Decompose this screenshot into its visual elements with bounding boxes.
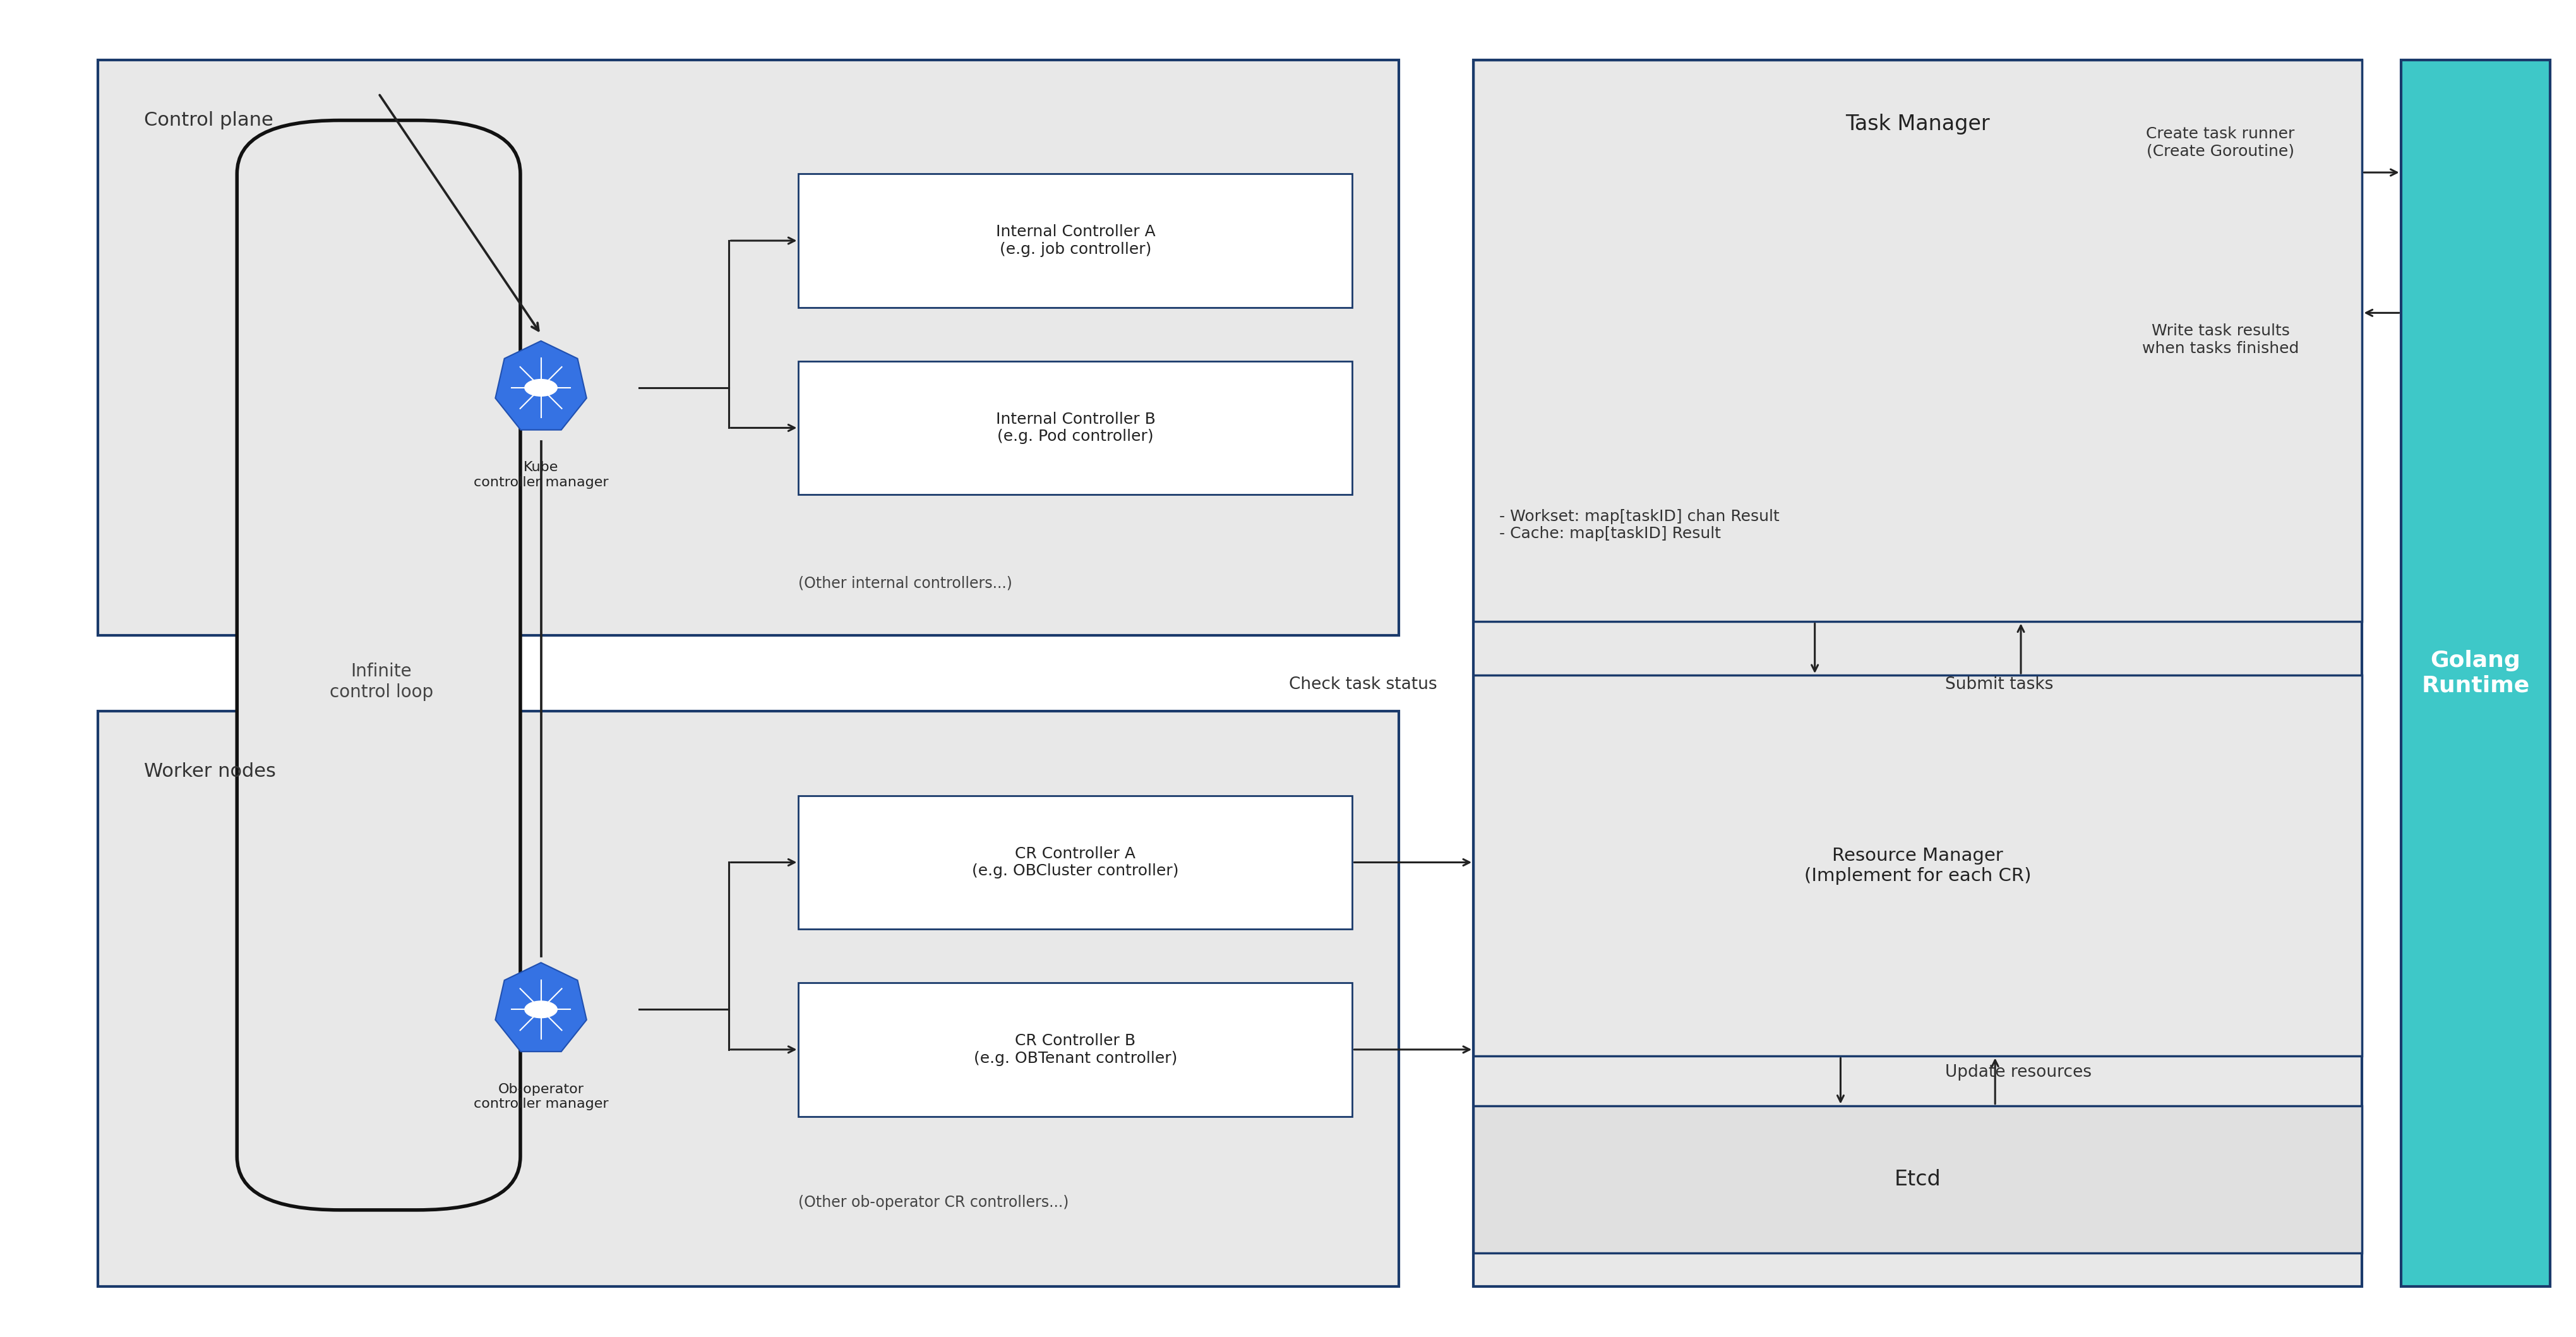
Text: Internal Controller A
(e.g. job controller): Internal Controller A (e.g. job controll…	[997, 225, 1154, 257]
Text: Write task results
when tasks finished: Write task results when tasks finished	[2143, 324, 2298, 356]
Text: Etcd: Etcd	[1893, 1169, 1942, 1190]
Text: Submit tasks: Submit tasks	[1945, 677, 2053, 693]
Text: Kube
controller manager: Kube controller manager	[474, 461, 608, 488]
Text: Ob-operator
controller manager: Ob-operator controller manager	[474, 1083, 608, 1110]
FancyBboxPatch shape	[1473, 60, 2362, 1286]
Circle shape	[526, 380, 556, 396]
FancyBboxPatch shape	[1473, 675, 2362, 1056]
FancyBboxPatch shape	[2401, 60, 2550, 1286]
Text: Update resources: Update resources	[1945, 1064, 2092, 1080]
Text: CR Controller B
(e.g. OBTenant controller): CR Controller B (e.g. OBTenant controlle…	[974, 1034, 1177, 1066]
FancyBboxPatch shape	[98, 711, 1399, 1286]
FancyBboxPatch shape	[799, 361, 1352, 495]
Text: Internal Controller B
(e.g. Pod controller): Internal Controller B (e.g. Pod controll…	[997, 412, 1154, 444]
FancyBboxPatch shape	[98, 60, 1399, 635]
FancyBboxPatch shape	[1473, 60, 2362, 622]
Polygon shape	[495, 963, 587, 1052]
Text: CR Controller A
(e.g. OBCluster controller): CR Controller A (e.g. OBCluster controll…	[971, 846, 1180, 878]
Text: Resource Manager
(Implement for each CR): Resource Manager (Implement for each CR)	[1803, 846, 2032, 885]
Text: Task Manager: Task Manager	[1844, 114, 1991, 135]
Polygon shape	[495, 341, 587, 431]
FancyBboxPatch shape	[1473, 1106, 2362, 1253]
Text: Infinite
control loop: Infinite control loop	[330, 663, 433, 701]
Circle shape	[526, 1001, 556, 1017]
Text: Control plane: Control plane	[144, 111, 273, 130]
FancyBboxPatch shape	[799, 796, 1352, 929]
Text: Check task status: Check task status	[1288, 677, 1437, 693]
FancyBboxPatch shape	[799, 174, 1352, 308]
FancyBboxPatch shape	[237, 120, 520, 1210]
Text: (Other internal controllers...): (Other internal controllers...)	[799, 576, 1012, 591]
Text: (Other ob-operator CR controllers...): (Other ob-operator CR controllers...)	[799, 1195, 1069, 1210]
Text: - Workset: map[taskID] chan Result
- Cache: map[taskID] Result: - Workset: map[taskID] chan Result - Cac…	[1499, 509, 1780, 541]
Text: Worker nodes: Worker nodes	[144, 762, 276, 781]
FancyBboxPatch shape	[799, 983, 1352, 1116]
Text: Golang
Runtime: Golang Runtime	[2421, 650, 2530, 697]
Text: Create task runner
(Create Goroutine): Create task runner (Create Goroutine)	[2146, 127, 2295, 159]
